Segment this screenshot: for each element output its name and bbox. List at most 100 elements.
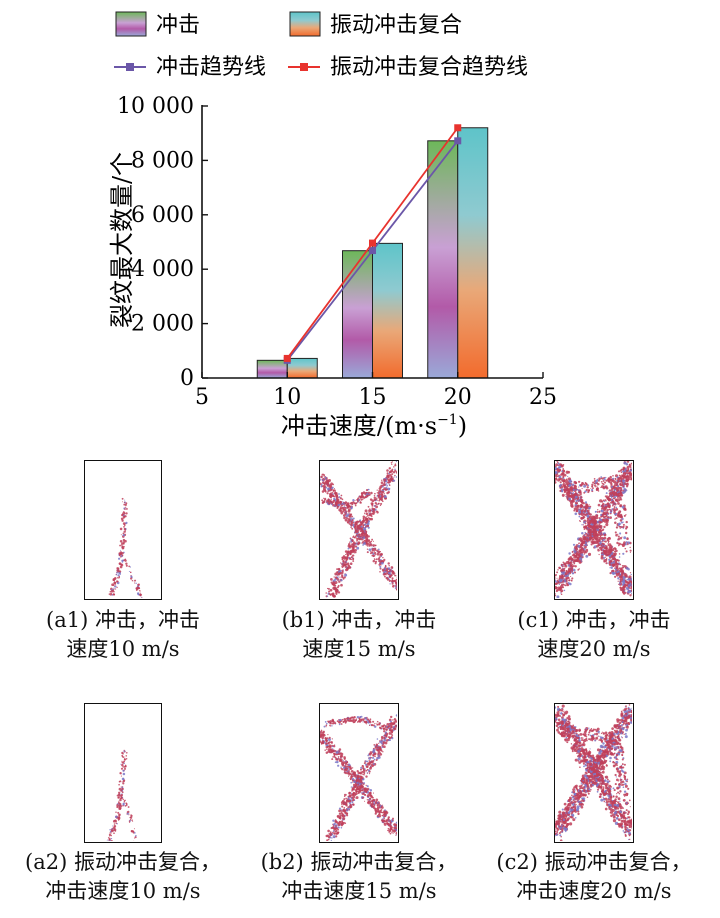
crack-dot <box>361 530 364 533</box>
crack-dot <box>334 489 336 492</box>
crack-dot <box>328 721 331 723</box>
crack-dot <box>370 491 373 495</box>
crack-dot <box>122 756 124 759</box>
crack-dot <box>561 565 564 568</box>
crack-dot <box>391 473 394 476</box>
crack-dot <box>379 567 382 570</box>
crack-dot <box>622 523 625 526</box>
crack-dot <box>342 510 345 513</box>
crack-dot <box>329 725 332 727</box>
crack-dot <box>594 511 597 513</box>
crack-dot <box>379 562 381 564</box>
crack-dot <box>606 778 609 781</box>
crack-dot <box>349 791 351 794</box>
crack-dot <box>380 553 383 556</box>
crack-dot <box>597 531 600 534</box>
crack-dot <box>616 479 619 481</box>
crack-dot <box>386 472 389 475</box>
crack-dot <box>343 563 347 567</box>
crack-dot <box>607 541 610 544</box>
crack-dot <box>615 499 618 502</box>
crack-dot <box>384 736 387 740</box>
crack-dot <box>336 823 338 826</box>
crack-dot <box>334 752 336 755</box>
crack-dot <box>380 481 384 485</box>
crack-dot <box>390 475 393 477</box>
crack-dot <box>592 487 594 490</box>
crack-dot <box>604 514 607 516</box>
crack-dot <box>610 497 613 499</box>
crack-dot <box>377 756 381 759</box>
crack-dot <box>559 586 563 590</box>
crack-dot <box>122 769 125 772</box>
x-tick-label: 25 <box>529 385 557 410</box>
crack-dot <box>347 518 351 522</box>
crack-dot <box>602 499 605 502</box>
crack-dot <box>362 767 365 770</box>
crack-dot <box>343 807 346 809</box>
crack-dot <box>603 551 607 555</box>
crack-dot <box>614 477 617 480</box>
x-axis-label-main: 冲击速度/(m·s <box>281 412 437 440</box>
crack-dot <box>557 462 560 465</box>
crack-dot <box>594 481 597 484</box>
crack-dot <box>593 482 595 484</box>
crack-dot <box>320 734 322 738</box>
crack-dot <box>579 493 582 496</box>
crack-dot <box>346 507 349 509</box>
crack-dot <box>388 727 390 729</box>
crack-dot <box>562 479 566 482</box>
crack-dot <box>577 494 580 496</box>
crack-dot <box>629 572 632 574</box>
crack-dot <box>351 519 354 522</box>
crack-dot <box>320 478 321 481</box>
crack-dot <box>625 482 629 486</box>
crack-dot <box>575 499 577 501</box>
crack-dot <box>590 523 592 526</box>
crack-dot <box>348 543 351 546</box>
crack-dot <box>617 499 621 502</box>
crack-dot <box>340 579 343 582</box>
crack-dot <box>322 497 325 499</box>
crack-dot <box>366 548 369 550</box>
crack-dot <box>589 520 592 523</box>
crack-dot <box>388 575 392 578</box>
crack-dot <box>331 743 333 745</box>
crack-dot <box>118 791 121 794</box>
crack-dot <box>350 545 353 548</box>
crack-dot <box>340 752 342 754</box>
crack-dot <box>343 771 346 774</box>
crack-dot <box>381 491 385 494</box>
crack-dot <box>381 744 384 747</box>
crack-dot <box>613 485 615 488</box>
crack-dot <box>335 751 339 754</box>
crack-dot <box>378 812 381 814</box>
crack-dot <box>388 829 391 832</box>
crack-dot <box>352 560 355 562</box>
crack-dot <box>343 756 346 759</box>
crack-dot <box>332 756 334 758</box>
x-tick-label: 15 <box>359 385 387 410</box>
crack-dot <box>376 807 379 810</box>
crack-dot <box>368 548 372 552</box>
crack-dot <box>586 514 590 518</box>
x-tick-label: 5 <box>195 385 209 410</box>
crack-dot <box>380 564 382 566</box>
crack-dot <box>608 492 611 495</box>
crack-dot <box>395 821 397 824</box>
crack-dot <box>392 719 394 721</box>
crack-dot <box>343 565 345 567</box>
crack-dot <box>610 562 613 565</box>
crack-dot <box>622 483 624 486</box>
crack-dot <box>369 518 372 521</box>
crack-dot <box>125 755 127 757</box>
crack-dot <box>390 820 393 823</box>
crack-dot <box>395 461 397 463</box>
crack-dot <box>605 492 608 495</box>
crack-dot <box>121 519 124 522</box>
crack-dot <box>331 738 333 740</box>
panel-b1 <box>319 460 399 600</box>
crack-dot <box>595 479 599 483</box>
crack-dot <box>363 782 366 784</box>
crack-dot <box>367 505 370 508</box>
